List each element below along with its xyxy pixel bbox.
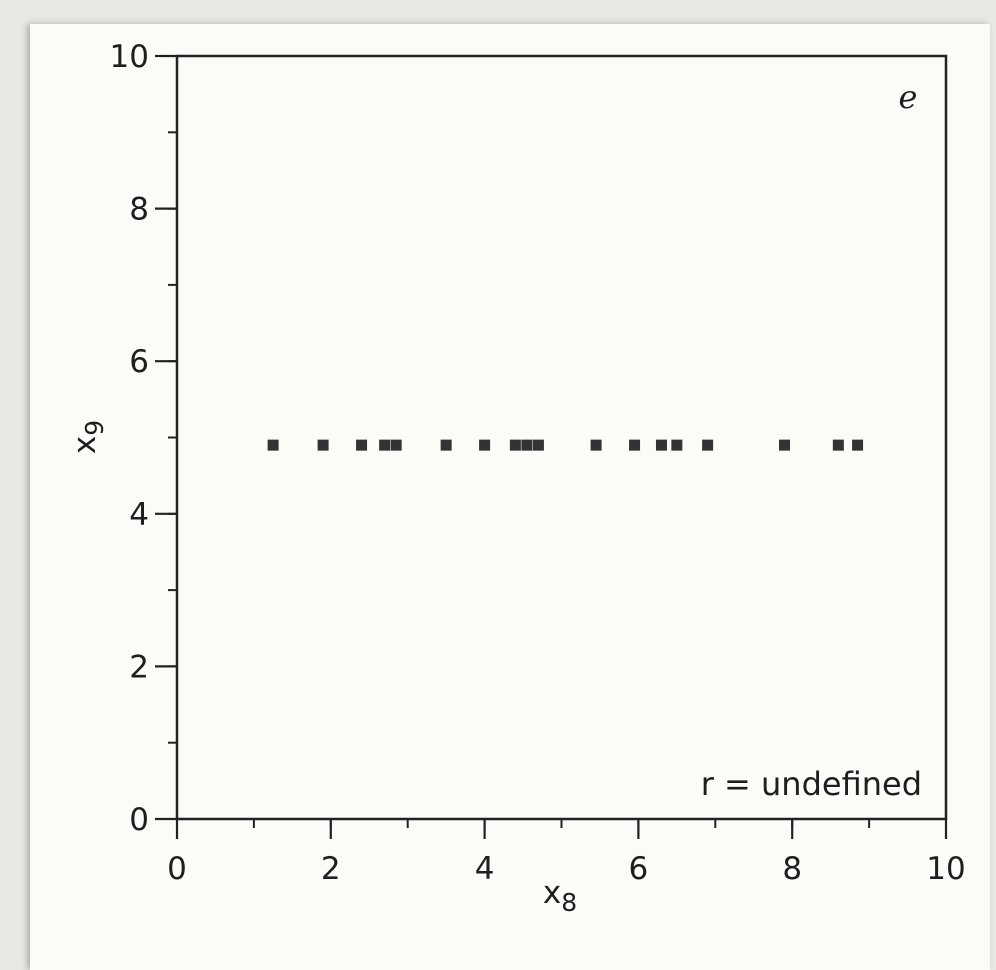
y-tick-label: 8 bbox=[129, 192, 149, 228]
data-point bbox=[702, 439, 714, 451]
y-axis-title-main: x bbox=[67, 436, 103, 454]
data-point bbox=[532, 439, 544, 451]
data-points bbox=[267, 439, 864, 451]
y-tick-label: 4 bbox=[129, 497, 149, 533]
x-tick-label: 10 bbox=[926, 851, 965, 887]
plot-frame bbox=[175, 54, 948, 821]
y-tick-label: 6 bbox=[129, 344, 149, 380]
x-tick-label: 0 bbox=[167, 851, 187, 887]
panel-label: e bbox=[899, 78, 918, 116]
y-tick-label: 0 bbox=[129, 802, 149, 838]
x-axis-title: x8 bbox=[543, 875, 577, 917]
data-point bbox=[852, 439, 864, 451]
data-point bbox=[390, 439, 402, 451]
x-axis-title-main: x bbox=[543, 875, 561, 911]
data-point bbox=[317, 439, 329, 451]
data-point bbox=[832, 439, 844, 451]
x-tick-label: 8 bbox=[782, 851, 802, 887]
x-tick-label: 6 bbox=[629, 851, 649, 887]
data-point bbox=[655, 439, 667, 451]
x-tick-label: 4 bbox=[475, 851, 495, 887]
data-point bbox=[479, 439, 491, 451]
y-tick-label: 10 bbox=[110, 39, 149, 75]
data-point bbox=[440, 439, 452, 451]
x-axis-title-subscript: 8 bbox=[561, 888, 577, 917]
data-point bbox=[671, 439, 683, 451]
axis-ticks: 0 2 4 6 8 10 0 2 4 6 8 10 bbox=[110, 39, 966, 887]
y-tick-label: 2 bbox=[129, 649, 149, 685]
correlation-annotation: r = undefined bbox=[701, 765, 922, 803]
data-point bbox=[267, 439, 279, 451]
page-paper bbox=[30, 24, 990, 970]
data-point bbox=[521, 439, 533, 451]
data-point bbox=[629, 439, 641, 451]
data-point bbox=[509, 439, 521, 451]
y-axis-title: x9 bbox=[67, 420, 109, 454]
data-point bbox=[590, 439, 602, 451]
data-point bbox=[779, 439, 791, 451]
data-point bbox=[356, 439, 368, 451]
data-point bbox=[379, 439, 391, 451]
y-axis-title-subscript: 9 bbox=[80, 420, 109, 436]
x-tick-label: 2 bbox=[321, 851, 341, 887]
